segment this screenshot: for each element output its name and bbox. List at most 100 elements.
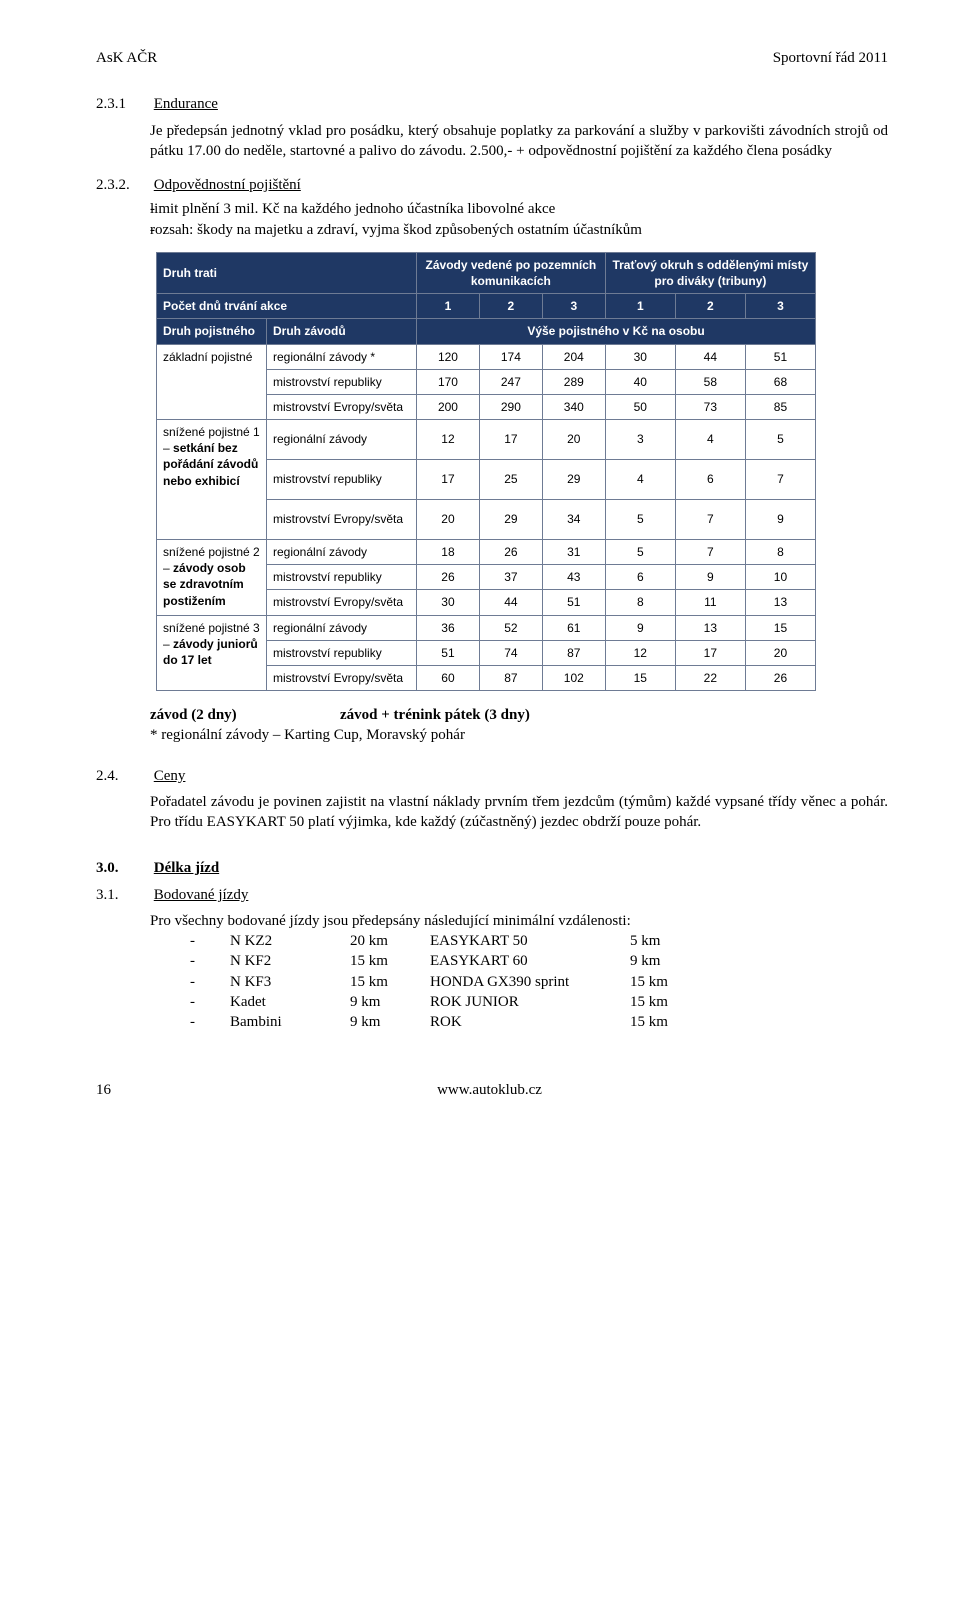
dist-km-b: 15 km — [630, 1012, 710, 1032]
value-cell: 29 — [479, 500, 542, 540]
value-cell: 52 — [479, 615, 542, 640]
value-cell: 290 — [479, 394, 542, 419]
value-cell: 74 — [479, 640, 542, 665]
section-number: 2.4. — [96, 766, 150, 786]
value-cell: 17 — [417, 460, 480, 500]
section-title: Endurance — [154, 96, 218, 112]
value-cell: 68 — [745, 369, 815, 394]
th-tratovy-okruh: Traťový okruh s oddělenými místy pro div… — [605, 252, 815, 293]
footer-url: www.autoklub.cz — [111, 1080, 868, 1100]
th-pocet-dnu: Počet dnů trvání akce — [157, 294, 417, 319]
value-cell: 15 — [745, 615, 815, 640]
value-cell: 87 — [542, 640, 605, 665]
value-cell: 340 — [542, 394, 605, 419]
section-3-1-heading: 3.1. Bodované jízdy — [96, 885, 888, 905]
bullet-dash-icon: - — [96, 199, 150, 219]
value-cell: 31 — [542, 540, 605, 565]
section-2-3-1-body: Je předepsán jednotný vklad pro posádku,… — [150, 121, 888, 162]
race-type-cell: regionální závody — [267, 615, 417, 640]
race-type-cell: mistrovství Evropy/světa — [267, 500, 417, 540]
after-table-line-1: závod (2 dny) závod + trénink pátek (3 d… — [150, 705, 888, 725]
value-cell: 50 — [605, 394, 675, 419]
value-cell: 200 — [417, 394, 480, 419]
dist-km-b: 5 km — [630, 931, 710, 951]
race-type-cell: mistrovství republiky — [267, 460, 417, 500]
value-cell: 30 — [417, 590, 480, 615]
bullet-dash-icon: - — [190, 931, 230, 951]
value-cell: 58 — [675, 369, 745, 394]
dist-class: Bambini — [230, 1012, 350, 1032]
section-title: Ceny — [154, 768, 186, 784]
value-cell: 18 — [417, 540, 480, 565]
race-type-cell: mistrovství republiky — [267, 640, 417, 665]
bullet-dash-icon: - — [190, 1012, 230, 1032]
value-cell: 9 — [675, 565, 745, 590]
value-cell: 3 — [605, 420, 675, 460]
section-2-4-heading: 2.4. Ceny — [96, 766, 888, 786]
value-cell: 9 — [745, 500, 815, 540]
group-label: základní pojistné — [157, 344, 267, 420]
after-table-line-2: * regionální závody – Karting Cup, Morav… — [150, 725, 888, 745]
value-cell: 6 — [675, 460, 745, 500]
dist-class-b: EASYKART 60 — [430, 951, 630, 971]
value-cell: 20 — [417, 500, 480, 540]
bullet-dash-icon: - — [190, 972, 230, 992]
section-number: 3.0. — [96, 858, 150, 878]
value-cell: 13 — [675, 615, 745, 640]
value-cell: 15 — [605, 666, 675, 691]
th-day-num: 1 — [417, 294, 480, 319]
dist-km: 15 km — [350, 972, 430, 992]
dist-km-b: 15 km — [630, 972, 710, 992]
th-druh-zavodu: Druh závodů — [267, 319, 417, 344]
header-right: Sportovní řád 2011 — [773, 48, 888, 68]
value-cell: 12 — [417, 420, 480, 460]
distance-row: -Bambini9 kmROK15 km — [190, 1012, 888, 1032]
page-number: 16 — [96, 1080, 111, 1100]
section-2-3-2-heading: 2.3.2. Odpovědnostní pojištění — [96, 175, 888, 195]
value-cell: 20 — [745, 640, 815, 665]
dist-class-b: HONDA GX390 sprint — [430, 972, 630, 992]
section-title: Odpovědnostní pojištění — [154, 177, 301, 193]
value-cell: 5 — [605, 500, 675, 540]
bullet-dash-icon: - — [96, 220, 150, 240]
th-day-num: 2 — [675, 294, 745, 319]
dist-km: 15 km — [350, 951, 430, 971]
value-cell: 7 — [675, 500, 745, 540]
dist-km: 20 km — [350, 931, 430, 951]
dist-class: N KF2 — [230, 951, 350, 971]
after-table-col1: závod (2 dny) — [150, 705, 340, 725]
value-cell: 51 — [417, 640, 480, 665]
value-cell: 51 — [745, 344, 815, 369]
insurance-table-element: Druh tratiZávody vedené po pozemních kom… — [156, 252, 816, 691]
after-table-col2: závod + trénink pátek (3 dny) — [340, 705, 530, 725]
header-left: AsK AČR — [96, 48, 157, 68]
value-cell: 44 — [675, 344, 745, 369]
value-cell: 102 — [542, 666, 605, 691]
value-cell: 9 — [605, 615, 675, 640]
group-label: snížené pojistné 1 – setkání bez pořádán… — [157, 420, 267, 540]
section-number: 2.3.2. — [96, 175, 150, 195]
dist-class: N KF3 — [230, 972, 350, 992]
dist-km-b: 15 km — [630, 992, 710, 1012]
dist-class: Kadet — [230, 992, 350, 1012]
section-2-3-1-heading: 2.3.1 Endurance — [96, 94, 888, 114]
value-cell: 204 — [542, 344, 605, 369]
value-cell: 87 — [479, 666, 542, 691]
th-druh-pojistneho: Druh pojistného — [157, 319, 267, 344]
dist-class-b: ROK JUNIOR — [430, 992, 630, 1012]
value-cell: 12 — [605, 640, 675, 665]
value-cell: 6 — [605, 565, 675, 590]
value-cell: 17 — [479, 420, 542, 460]
race-type-cell: regionální závody — [267, 420, 417, 460]
race-type-cell: mistrovství Evropy/světa — [267, 666, 417, 691]
dist-class: N KZ2 — [230, 931, 350, 951]
distance-list: -N KZ220 kmEASYKART 505 km-N KF215 kmEAS… — [190, 931, 888, 1032]
value-cell: 60 — [417, 666, 480, 691]
distance-row: -Kadet9 kmROK JUNIOR15 km — [190, 992, 888, 1012]
value-cell: 5 — [745, 420, 815, 460]
th-zavody-vedene: Závody vedené po pozemních komunikacích — [417, 252, 606, 293]
bullet-dash-icon: - — [190, 951, 230, 971]
bullet-dash-icon: - — [190, 992, 230, 1012]
value-cell: 13 — [745, 590, 815, 615]
dist-class-b: ROK — [430, 1012, 630, 1032]
